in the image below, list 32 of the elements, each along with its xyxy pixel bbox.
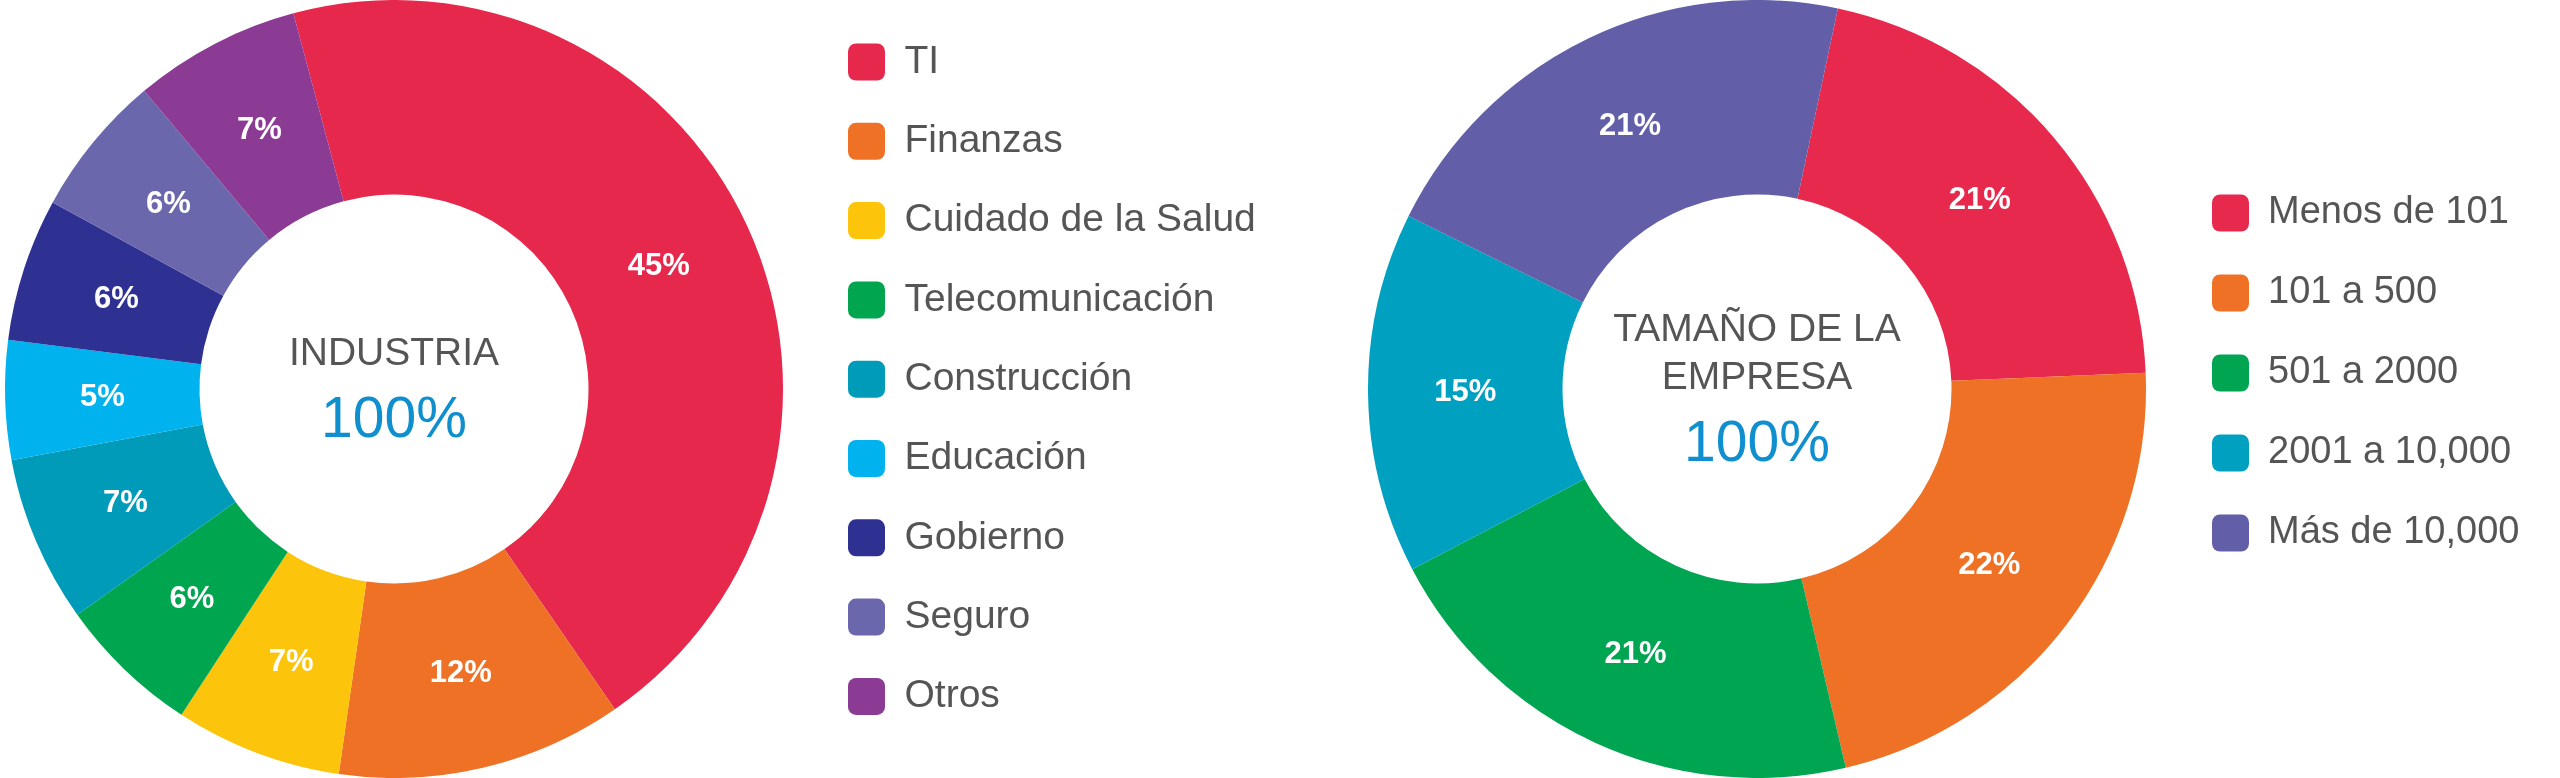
- legend-label: TI: [904, 37, 940, 81]
- text: TAMAÑO DE LA EMPRESA: [1612, 305, 1902, 399]
- data-label: 12%: [429, 653, 492, 689]
- data-label: 22%: [1958, 545, 2021, 581]
- legend-label: 2001 a 10,000: [2268, 429, 2512, 472]
- data-label: 45%: [627, 247, 690, 283]
- legend-label: Telecomunicación: [904, 275, 1215, 319]
- data-label: 7%: [103, 483, 148, 519]
- legend-label: 501 a 2000: [2268, 349, 2459, 392]
- legend-label: Finanzas: [904, 117, 1063, 161]
- data-label: 21%: [1604, 634, 1667, 670]
- data-label: 6%: [146, 184, 191, 220]
- legend-label: Construcción: [904, 354, 1133, 398]
- legend-label: Menos de 101: [2268, 189, 2509, 232]
- legend-label: Seguro: [904, 592, 1031, 636]
- data-label: 7%: [268, 642, 314, 678]
- data-label: 15%: [1434, 372, 1497, 408]
- data-label: 7%: [236, 110, 282, 146]
- legend-label: Educación: [904, 434, 1087, 478]
- legend-label: Otros: [904, 672, 1000, 716]
- legend-label: Gobierno: [904, 513, 1065, 557]
- data-label: 6%: [94, 279, 139, 315]
- data-label: 6%: [169, 580, 215, 616]
- text: INDUSTRIA: [287, 329, 501, 375]
- data-label: 21%: [1948, 181, 2011, 217]
- legend-label: Más de 10,000: [2268, 509, 2520, 552]
- legend-label: Cuidado de la Salud: [904, 196, 1256, 240]
- text: 100%: [321, 384, 467, 450]
- data-label: 5%: [79, 377, 125, 413]
- text: 100%: [1684, 408, 1830, 474]
- data-label: 21%: [1599, 106, 1662, 142]
- legend-label: 101 a 500: [2268, 269, 2438, 312]
